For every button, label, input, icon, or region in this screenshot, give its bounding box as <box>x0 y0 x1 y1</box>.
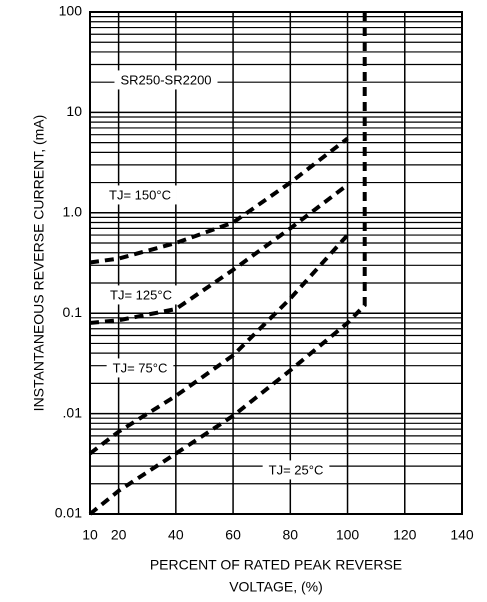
y-axis-label: INSTANTANEOUS REVERSE CURRENT, (mA) <box>31 115 47 412</box>
annotation-box <box>114 70 218 90</box>
y-tick-label: 100 <box>59 3 83 19</box>
annotation: SR250-SR2200 <box>120 72 211 87</box>
series-label-box <box>262 460 330 480</box>
x-tick-label: 100 <box>336 527 360 543</box>
series-line <box>89 183 349 325</box>
series-label-box <box>104 285 178 305</box>
series-line <box>89 136 349 265</box>
x-tick-label: 10 <box>82 527 98 543</box>
x-axis-label: PERCENT OF RATED PEAK REVERSE <box>150 557 402 573</box>
series-line <box>88 233 350 456</box>
series-label: TJ= 25°C <box>269 462 324 477</box>
y-tick-label: 0.1 <box>63 304 83 320</box>
x-tick-label: 80 <box>283 527 299 543</box>
x-tick-label: 120 <box>393 527 417 543</box>
series-label-box <box>103 185 177 205</box>
x-tick-label: 60 <box>225 527 241 543</box>
y-tick-label: 1.0 <box>63 204 83 220</box>
series-line <box>88 12 367 516</box>
series-label: TJ= 150°C <box>109 187 171 202</box>
x-tick-label: 40 <box>168 527 184 543</box>
series-label-box <box>106 358 174 378</box>
series-label: TJ= 75°C <box>113 360 168 375</box>
y-tick-label: 10 <box>66 103 82 119</box>
series-label: TJ= 125°C <box>110 287 172 302</box>
x-tick-label: 20 <box>111 527 127 543</box>
x-axis-label: VOLTAGE, (%) <box>229 579 323 595</box>
plot-frame <box>89 11 463 515</box>
x-tick-label: 140 <box>450 527 474 543</box>
y-tick-label: .01 <box>63 404 83 420</box>
y-tick-label: 0.01 <box>55 505 82 521</box>
